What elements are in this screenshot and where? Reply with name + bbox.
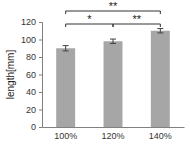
y-tick: 80: [26, 52, 42, 62]
x-tick: 100%: [54, 127, 77, 141]
y-tick: 20: [26, 105, 42, 115]
error-bar: [110, 39, 116, 43]
significance: *****: [66, 0, 161, 27]
x-tick-label: 120%: [101, 131, 124, 141]
y-tick-label: 0: [31, 122, 36, 132]
x-tick: 140%: [149, 127, 172, 141]
y-axis-line: [39, 23, 43, 128]
x-axis-line: [43, 127, 185, 128]
chart-svg: 020406080100120100%120%140%length[mm]***…: [0, 0, 190, 150]
y-tick-label: 40: [26, 87, 36, 97]
error-bar: [157, 29, 163, 33]
x-tick-label: 100%: [54, 131, 77, 141]
y-tick: 120: [21, 17, 42, 27]
significance-label: *: [87, 13, 92, 25]
significance-label: **: [109, 0, 118, 12]
x-tick-label: 140%: [149, 131, 172, 141]
y-tick: 60: [26, 70, 42, 80]
y-axis: 0 20 40 60 80 100 120: [21, 17, 43, 132]
y-tick-label: 20: [26, 105, 36, 115]
y-tick: 0: [31, 122, 42, 132]
y-tick-label: 120: [21, 17, 36, 27]
error-bars: [63, 29, 164, 51]
significance-label: **: [132, 13, 141, 25]
y-axis-title: length[mm]: [5, 50, 16, 100]
x-tick: 120%: [101, 127, 124, 141]
y-tick-mark: [39, 57, 42, 58]
y-tick-label: 60: [26, 70, 36, 80]
bar: [56, 48, 75, 127]
y-tick-mark: [39, 110, 42, 111]
y-tick: 100: [21, 35, 42, 45]
x-axis: 100% 120% 140%: [43, 127, 185, 141]
y-tick: 40: [26, 87, 42, 97]
y-tick-mark: [39, 22, 42, 23]
bar: [151, 31, 170, 127]
y-tick-label: 100: [21, 35, 36, 45]
marks: [56, 29, 170, 127]
y-tick-mark: [39, 40, 42, 41]
y-tick-mark: [39, 75, 42, 76]
error-bar: [63, 46, 69, 51]
y-tick-label: 80: [26, 52, 36, 62]
bar: [104, 41, 123, 127]
plot: 0 20 40 60 80 100 120 100% 120% 140%: [21, 17, 185, 141]
y-tick-mark: [39, 127, 42, 128]
chart-container: 020406080100120100%120%140%length[mm]***…: [0, 0, 190, 150]
y-tick-mark: [39, 92, 42, 93]
